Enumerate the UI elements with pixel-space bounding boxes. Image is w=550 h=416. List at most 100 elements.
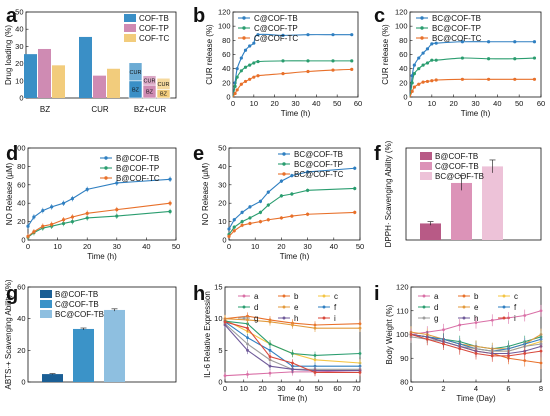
y-tick-label: 100: [396, 330, 409, 339]
x-axis-label: Time (h): [281, 109, 311, 118]
data-point: [290, 192, 294, 196]
x-tick-label: 0: [409, 384, 413, 393]
data-point: [410, 89, 414, 93]
data-point: [85, 211, 89, 215]
data-point: [240, 220, 244, 224]
data-point: [268, 371, 272, 375]
y-axis-label: Body Weight (%): [385, 304, 394, 364]
data-point: [331, 59, 335, 63]
data-point: [306, 33, 310, 37]
legend-swatch: [420, 152, 432, 160]
legend-swatch: [420, 172, 432, 180]
axes-frame: [228, 147, 361, 241]
legend-label: B@COF-TB: [435, 152, 478, 161]
legend-label: e: [474, 303, 479, 312]
data-point: [268, 320, 272, 324]
panel-e: 0 10 20 30 40 50 0 10 20 30 40 50 Time (h) NO Release…: [201, 144, 364, 262]
legend-marker: [422, 294, 426, 298]
data-point: [523, 314, 527, 317]
data-point: [252, 61, 256, 65]
data-point: [353, 210, 357, 214]
data-point: [474, 321, 478, 325]
panel-h: 0 5 10 15 0 10 20 30 40 50 60 70 Time (h) IL-6 Relati…: [203, 283, 362, 403]
x-tick-label: 30: [303, 242, 311, 251]
data-point: [279, 194, 283, 198]
data-point: [358, 352, 362, 355]
data-point: [290, 214, 294, 218]
y-tick-label: 110: [397, 306, 409, 315]
panel-label-d: d: [6, 143, 18, 165]
data-point: [460, 56, 464, 60]
legend-swatch: [420, 162, 432, 170]
legend-marker: [104, 156, 108, 160]
legend-label: f: [334, 303, 337, 312]
panel-label-e: e: [193, 143, 204, 165]
data-point: [409, 333, 413, 336]
legend-marker: [242, 316, 246, 320]
data-point: [239, 56, 243, 60]
stacked-bar-segment: [128, 62, 143, 82]
data-point: [248, 44, 252, 48]
legend-label: BC@COF-TC: [294, 170, 344, 179]
data-point: [458, 323, 462, 327]
y-tick-label: 5: [218, 346, 222, 355]
data-point: [246, 348, 249, 352]
legend-label: C@COF-TP: [254, 24, 298, 33]
data-point: [115, 214, 119, 218]
series-BC@COF-TC-line: [228, 211, 355, 237]
x-tick-label: 0: [26, 242, 30, 251]
x-tick-label: 70: [352, 384, 360, 393]
legend-label: B@COF-TB: [55, 290, 98, 299]
x-tick-label: 40: [142, 242, 150, 251]
x-axis-label: Time (h): [280, 252, 310, 261]
data-point: [490, 318, 494, 322]
legend-label: b: [294, 292, 299, 301]
legend-marker: [242, 26, 246, 30]
x-tick-label: 50: [515, 99, 523, 108]
data-point: [243, 65, 248, 69]
x-tick-label: 50: [315, 384, 323, 393]
y-axis-label: NO Release (µM): [201, 162, 210, 225]
y-tick-label: 0: [218, 378, 222, 387]
x-tick-label: 2: [441, 384, 445, 393]
data-point: [291, 367, 294, 371]
data-point: [232, 229, 236, 233]
x-tick-label: 50: [172, 242, 180, 251]
legend-label: BC@COF-TP: [432, 24, 481, 33]
x-tick-label: 4: [474, 384, 478, 393]
segment-label: CUR: [158, 82, 170, 88]
data-point: [168, 177, 172, 181]
x-tick-label: 40: [493, 99, 501, 108]
panel-label-a: a: [6, 5, 18, 27]
legend-label: BC@COF-TB: [435, 172, 484, 181]
bar-BC@COF-TB: [104, 309, 125, 382]
data-point: [425, 79, 430, 84]
y-tick-label: 40: [17, 199, 25, 208]
data-point: [235, 75, 239, 79]
y-tick-label: 80: [400, 378, 408, 387]
data-point: [268, 342, 272, 346]
y-tick-label: 0: [403, 93, 407, 102]
data-point: [291, 352, 294, 355]
data-point: [246, 373, 249, 376]
y-tick-label: 20: [17, 346, 25, 355]
y-tick-label: 0: [21, 378, 25, 387]
x-axis-label: Time (h): [278, 394, 308, 403]
legend-label: B@COF-TC: [116, 174, 160, 183]
x-tick-label: 50: [356, 242, 364, 251]
data-point: [70, 197, 74, 201]
data-point: [227, 234, 231, 238]
legend-swatch: [40, 310, 52, 318]
legend-label: BC@COF-TC: [432, 34, 482, 43]
data-point: [507, 354, 510, 358]
panel-label-i: i: [374, 283, 380, 305]
data-point: [430, 42, 434, 46]
data-point: [248, 63, 252, 67]
data-point: [417, 82, 421, 86]
data-point: [421, 63, 425, 67]
y-tick-label: 50: [218, 144, 226, 153]
data-point: [474, 352, 478, 355]
y-axis-label: Drug loading (%): [4, 25, 13, 85]
axes-frame: [27, 286, 177, 383]
data-point: [539, 309, 543, 313]
